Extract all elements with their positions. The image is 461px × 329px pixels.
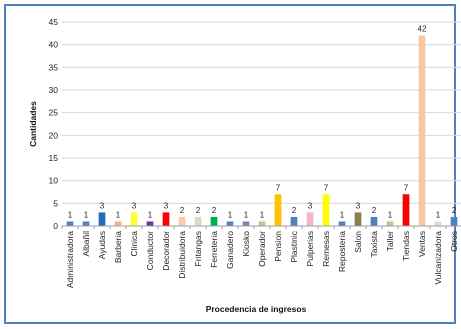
x-tick-label: Taxista [369, 231, 379, 258]
y-tick-label: 25 [49, 108, 59, 118]
x-tick-label: Pension [273, 231, 283, 262]
bar-reposteria [338, 221, 346, 226]
bar-operador [258, 221, 266, 226]
y-tick-label: 0 [53, 221, 58, 231]
data-label: 3 [356, 201, 361, 210]
x-tick-label: Ferreteria [209, 231, 219, 268]
x-tick-label: Salon [353, 231, 363, 253]
x-tick-label: Pulperias [305, 231, 315, 266]
y-tick-label: 35 [49, 62, 59, 72]
bar-ventas [418, 35, 426, 226]
data-label: 1 [244, 210, 249, 219]
data-label: 3 [132, 201, 137, 210]
bar-administradora [66, 221, 74, 226]
x-tick-label: Distribuidora [177, 231, 187, 279]
bar-ganadero [226, 221, 234, 226]
data-label: 3 [308, 201, 313, 210]
x-tick-label: Reposteria [337, 231, 347, 272]
bar-ayudas [98, 212, 106, 226]
data-label: 3 [164, 201, 169, 210]
x-tick-label: Tiendas [401, 231, 411, 261]
data-label: 1 [84, 210, 89, 219]
bar-otros [450, 216, 458, 226]
data-label: 2 [292, 206, 297, 215]
data-label: 7 [404, 183, 409, 192]
bar-taller [386, 221, 394, 226]
data-label: 1 [148, 210, 153, 219]
bar-pulperias [306, 212, 314, 226]
y-tick-label: 40 [49, 40, 59, 50]
x-tick-label: Ventas [417, 231, 427, 257]
bar-pension [274, 194, 282, 226]
data-label: 1 [340, 210, 345, 219]
x-tick-label: Conductor [145, 231, 155, 270]
x-tick-label: Ayudas [97, 231, 107, 259]
bar-distribuidora [178, 216, 186, 226]
x-tick-label: Barberia [113, 231, 123, 263]
y-tick-label: 10 [49, 176, 59, 186]
y-tick-label: 20 [49, 130, 59, 140]
bar-conductor [146, 221, 154, 226]
bar-clinica [130, 212, 138, 226]
y-tick-label: 5 [53, 198, 58, 208]
x-tick-label: Albañil [81, 231, 91, 257]
bar-kiosko [242, 221, 250, 226]
bar-barberia [114, 221, 122, 226]
gridlines [62, 21, 461, 227]
x-tick-label: Ganadero [225, 231, 235, 269]
bars [66, 35, 458, 226]
data-label: 3 [100, 201, 105, 210]
data-label: 7 [276, 183, 281, 192]
bar-taxista [370, 216, 378, 226]
data-label: 1 [260, 210, 265, 219]
x-tick-label: Otros [449, 231, 459, 252]
bar-ferreteria [210, 216, 218, 226]
x-tick-label: Fritangas [193, 231, 203, 266]
data-label: 1 [68, 210, 73, 219]
x-tick-label: Plastinic [289, 230, 299, 262]
x-axis-title: Procedencia de ingresos [206, 304, 307, 314]
y-axis-title: Cantidades [28, 101, 38, 147]
bar-decorador [162, 212, 170, 226]
data-label: 7 [324, 183, 329, 192]
bar-plastinic [290, 216, 298, 226]
data-label: 2 [180, 206, 185, 215]
bar-salon [354, 212, 362, 226]
bar-remesas [322, 194, 330, 226]
bar-albañil [82, 221, 90, 226]
data-label: 42 [418, 25, 427, 34]
x-tick-label: Vulcanizadora [433, 231, 443, 285]
x-tick-label: Kiosko [241, 231, 251, 257]
bar-fritangas [194, 216, 202, 226]
y-axis-ticks: 0 5 10 15 20 25 30 35 40 45 [49, 17, 59, 231]
bar-vulcanizadora [434, 221, 442, 226]
data-label: 2 [372, 206, 377, 215]
x-tick-label: Taller [385, 231, 395, 251]
y-tick-label: 15 [49, 153, 59, 163]
data-label: 2 [212, 206, 217, 215]
bar-tiendas [402, 194, 410, 226]
data-label: 2 [196, 206, 201, 215]
x-tick-label: Remesas [321, 231, 331, 267]
x-tick-label: Administradora [65, 231, 75, 288]
x-tick-label: Decorador [161, 231, 171, 271]
data-label: 1 [228, 210, 233, 219]
y-tick-label: 30 [49, 85, 59, 95]
data-label: 1 [388, 210, 393, 219]
data-label: 1 [436, 210, 441, 219]
data-label: 1 [116, 210, 121, 219]
y-tick-label: 45 [49, 17, 59, 27]
x-tick-label: Operador [257, 231, 267, 267]
x-tick-label: Clinica [129, 231, 139, 257]
data-label: 2 [452, 206, 457, 215]
x-axis-ticks: Administradora Albañil Ayudas Barberia Clini… [61, 226, 459, 288]
chart-frame [4, 4, 456, 324]
data-labels: 1 1 3 1 3 1 3 2 2 2 1 1 1 7 2 3 7 1 3 2 1 7 42 1 2 [68, 25, 457, 220]
